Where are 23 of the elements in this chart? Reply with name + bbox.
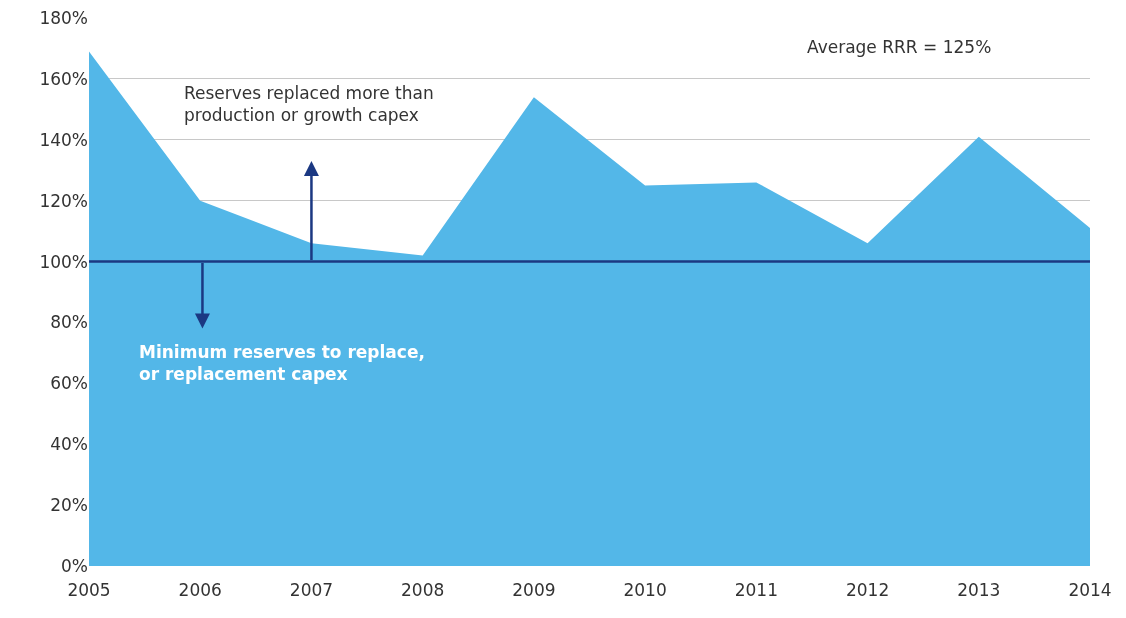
x-tick-label: 2010	[623, 580, 667, 600]
y-tick-label: 20%	[50, 495, 88, 516]
x-tick-label: 2013	[957, 580, 1001, 600]
x-tick-label: 2009	[512, 580, 556, 600]
x-tick-label: 2005	[67, 580, 111, 600]
y-tick-label: 140%	[39, 129, 88, 150]
annotation: Reserves replaced more than production or growth capex	[184, 83, 434, 126]
y-tick-label: 60%	[50, 373, 88, 394]
x-tick-label: 2012	[845, 580, 890, 600]
x-tick-label: 2014	[1068, 580, 1112, 600]
annotation: Minimum reserves to replace, or replacement capex	[139, 342, 425, 385]
x-tick-label: 2008	[401, 580, 445, 600]
y-tick-label: 80%	[50, 312, 88, 333]
x-tick-label: 2011	[734, 580, 778, 600]
y-tick-label: 160%	[39, 68, 88, 89]
y-tick-label: 40%	[50, 434, 88, 455]
y-tick-label: 0%	[61, 555, 88, 576]
x-tick-label: 2007	[289, 580, 334, 600]
annotation: Average RRR = 125%	[807, 37, 992, 57]
y-tick-label: 120%	[39, 190, 88, 211]
x-tick-label: 2006	[178, 580, 222, 600]
y-tick-label: 100%	[39, 251, 88, 272]
y-tick-label: 180%	[39, 7, 88, 28]
